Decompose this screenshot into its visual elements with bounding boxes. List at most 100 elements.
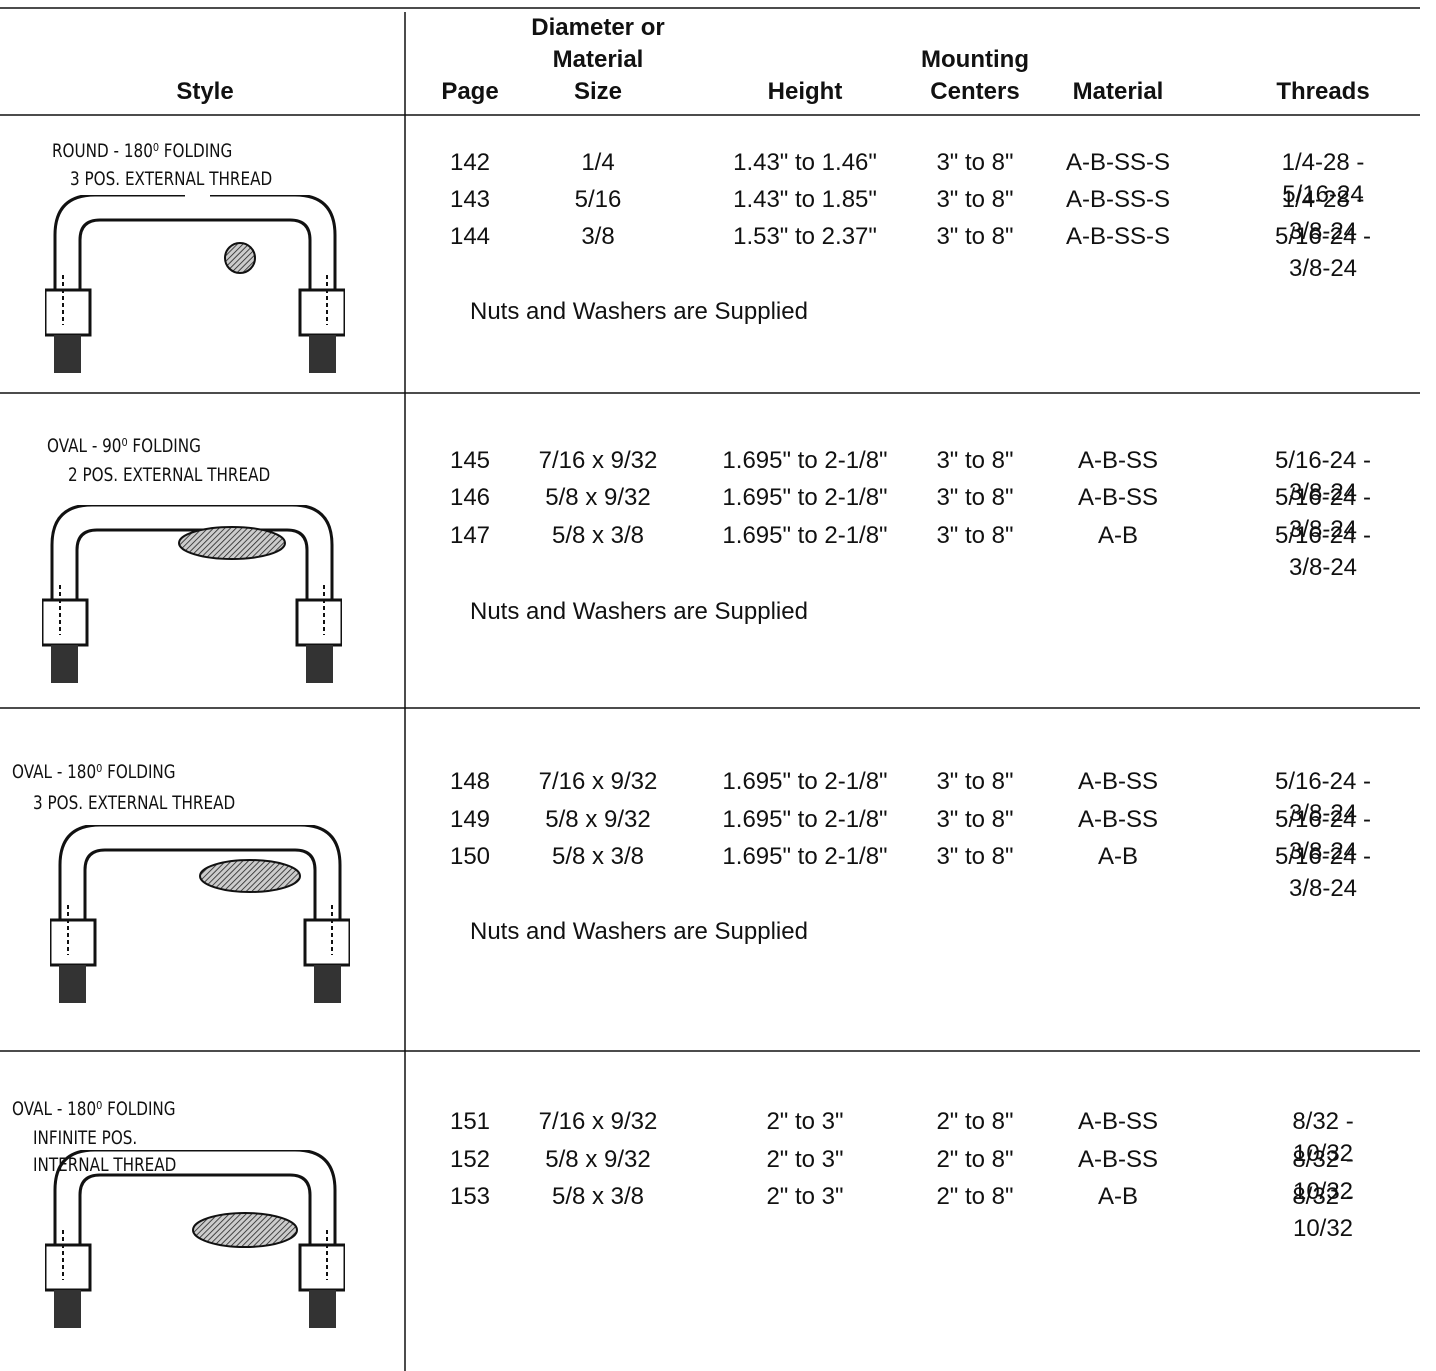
cell: A-B-SS-S <box>1065 186 1171 213</box>
cell: 1.695" to 2-1/8" <box>722 768 888 795</box>
column-header: Mounting Centers <box>921 46 1029 105</box>
cell: 2" to 3" <box>766 1183 844 1210</box>
cell: 3" to 8" <box>936 223 1014 250</box>
cell: 1.43" to 1.46" <box>733 149 877 176</box>
cell: 3" to 8" <box>936 843 1014 870</box>
cell: 3" to 8" <box>936 522 1014 549</box>
cell: 2" to 8" <box>936 1108 1014 1135</box>
style-label: OVAL - 180⁰ FOLDING <box>12 761 176 783</box>
cell: 151 <box>449 1108 491 1135</box>
cell: 1.43" to 1.85" <box>733 186 877 213</box>
cell: 3" to 8" <box>936 768 1014 795</box>
cell: 2" to 8" <box>936 1146 1014 1173</box>
cell: A-B <box>1097 522 1139 549</box>
cell: 145 <box>449 447 491 474</box>
note: Nuts and Washers are Supplied <box>470 598 808 625</box>
cell: 5/8 x 9/32 <box>545 806 651 833</box>
cross-section <box>178 526 286 560</box>
cell: 8/32 - 10/32 <box>1292 1108 1354 1167</box>
cell: 5/16-24 - 3/8-24 <box>1274 806 1372 865</box>
cell: A-B-SS <box>1077 484 1159 511</box>
style-label: OVAL - 90⁰ FOLDING <box>47 435 201 457</box>
style-label: OVAL - 180⁰ FOLDING <box>12 1098 176 1120</box>
cross-section <box>199 859 301 893</box>
note: Nuts and Washers are Supplied <box>470 918 808 945</box>
cell: 143 <box>449 186 491 213</box>
cell: 153 <box>449 1183 491 1210</box>
cell: A-B-SS <box>1077 1108 1159 1135</box>
cell: 3" to 8" <box>936 447 1014 474</box>
cell: A-B-SS-S <box>1065 223 1171 250</box>
cell: A-B <box>1097 1183 1139 1210</box>
handle-drawing <box>50 825 350 1003</box>
cell: 1.695" to 2-1/8" <box>722 843 888 870</box>
cell: 5/16-24 - 3/8-24 <box>1274 843 1372 902</box>
style-label: INFINITE POS. <box>33 1127 138 1149</box>
cell: 5/8 x 9/32 <box>545 1146 651 1173</box>
column-header: Height <box>767 78 843 105</box>
cell: 3" to 8" <box>936 149 1014 176</box>
handle-drawing <box>45 195 345 373</box>
style-label: ROUND - 180⁰ FOLDING <box>52 140 233 162</box>
cell: 5/8 x 3/8 <box>551 522 645 549</box>
cell: 5/16-24 - 3/8-24 <box>1274 484 1372 543</box>
cell: 147 <box>449 522 491 549</box>
cell: 2" to 3" <box>766 1108 844 1135</box>
style-label: 2 POS. EXTERNAL THREAD <box>68 464 271 486</box>
cell: 1.53" to 2.37" <box>733 223 877 250</box>
cell: 5/8 x 3/8 <box>551 1183 645 1210</box>
cell: 3/8 <box>581 223 615 250</box>
style-label: 3 POS. EXTERNAL THREAD <box>70 168 273 190</box>
cell: 5/8 x 3/8 <box>551 843 645 870</box>
cell: 3" to 8" <box>936 484 1014 511</box>
column-header: Page <box>441 78 499 105</box>
cell: 149 <box>449 806 491 833</box>
cell: 2" to 8" <box>936 1183 1014 1210</box>
cell: 152 <box>449 1146 491 1173</box>
cell: 7/16 x 9/32 <box>538 768 658 795</box>
cell: 150 <box>449 843 491 870</box>
cell: 142 <box>449 149 491 176</box>
cell: 5/16-24 - 3/8-24 <box>1274 522 1372 581</box>
handle-drawing <box>45 1150 345 1328</box>
cell: 7/16 x 9/32 <box>538 1108 658 1135</box>
column-header: Style <box>176 78 234 105</box>
cell: 146 <box>449 484 491 511</box>
cell: 1.695" to 2-1/8" <box>722 522 888 549</box>
cell: 5/16-24 - 3/8-24 <box>1274 768 1372 827</box>
break-gap <box>185 188 210 202</box>
cell: A-B-SS <box>1077 768 1159 795</box>
cell: 1/4 <box>581 149 615 176</box>
cell: 5/16 <box>574 186 622 213</box>
cell: 5/16-24 - 3/8-24 <box>1274 223 1372 282</box>
cell: A-B-SS-S <box>1065 149 1171 176</box>
column-header: Material <box>1072 78 1164 105</box>
cell: A-B-SS <box>1077 447 1159 474</box>
cell: 2" to 3" <box>766 1146 844 1173</box>
cell: 7/16 x 9/32 <box>538 447 658 474</box>
column-header: Threads <box>1276 78 1370 105</box>
cell: 148 <box>449 768 491 795</box>
cell: 1/4-28 - 3/8-24 <box>1281 186 1365 245</box>
cell: 1.695" to 2-1/8" <box>722 447 888 474</box>
cell: 5/8 x 9/32 <box>545 484 651 511</box>
column-header: Diameter or Material Size <box>531 14 665 105</box>
cell: A-B <box>1097 843 1139 870</box>
cross-section <box>224 242 256 274</box>
cell: 8/32 - 10/32 <box>1292 1183 1354 1242</box>
style-label: 3 POS. EXTERNAL THREAD <box>33 792 236 814</box>
cell: 1.695" to 2-1/8" <box>722 484 888 511</box>
cell: 3" to 8" <box>936 806 1014 833</box>
note: Nuts and Washers are Supplied <box>470 298 808 325</box>
cell: A-B-SS <box>1077 806 1159 833</box>
cell: 3" to 8" <box>936 186 1014 213</box>
cell: 8/32 - 10/32 <box>1292 1146 1354 1205</box>
cell: 144 <box>449 223 491 250</box>
cross-section <box>192 1212 298 1248</box>
cell: 1/4-28 - 5/16-24 <box>1281 149 1365 208</box>
cell: A-B-SS <box>1077 1146 1159 1173</box>
cell: 5/16-24 - 3/8-24 <box>1274 447 1372 506</box>
cell: 1.695" to 2-1/8" <box>722 806 888 833</box>
